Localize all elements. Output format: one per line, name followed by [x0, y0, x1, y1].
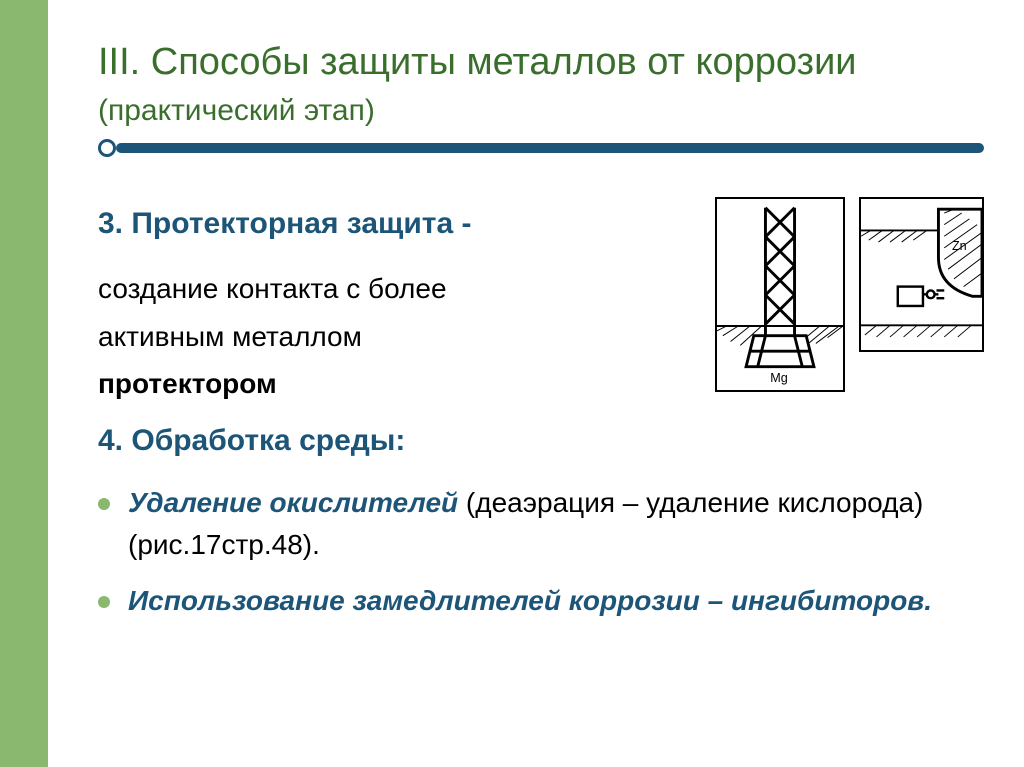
section4-heading: 4. Обработка среды: — [98, 424, 984, 458]
bullet-dot-icon — [98, 498, 110, 510]
slide-content: III. Способы защиты металлов от коррозии… — [48, 0, 1024, 767]
diagram-tower: Mg — [715, 197, 845, 392]
bullet-2-text: Использование замедлителей коррозии – ин… — [128, 580, 932, 622]
title-main: III. Способы защиты металлов от коррозии — [98, 41, 857, 83]
bullet-1-text: Удаление окислителей (деаэрация – удален… — [128, 482, 984, 566]
title-underline — [98, 139, 984, 157]
underline-dot — [98, 139, 116, 157]
bullet-1: Удаление окислителей (деаэрация – удален… — [98, 482, 984, 566]
underline-track — [116, 143, 984, 153]
bullet-1-em: Удаление окислителей — [128, 487, 458, 518]
svg-text:Mg: Mg — [770, 371, 788, 385]
svg-text:Zn: Zn — [952, 239, 967, 253]
bullet-2-em: Использование замедлителей коррозии – ин… — [128, 585, 932, 616]
content-area: Mg Zn — [98, 207, 984, 622]
bullet-dot-icon — [98, 596, 110, 608]
slide-title: III. Способы защиты металлов от коррозии… — [98, 40, 984, 131]
left-accent-bar — [0, 0, 48, 767]
bullet-2: Использование замедлителей коррозии – ин… — [98, 580, 984, 622]
title-subtitle: (практический этап) — [98, 94, 375, 127]
diagram-hull: Zn — [859, 197, 984, 352]
diagrams-container: Mg Zn — [715, 197, 984, 392]
